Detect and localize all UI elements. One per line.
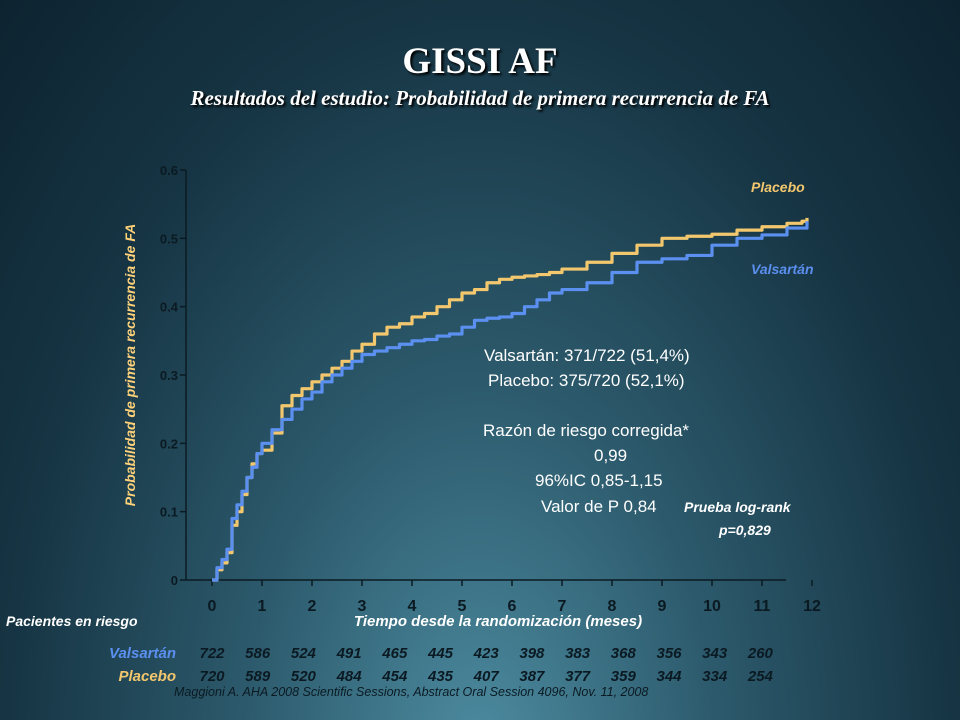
legend-valsartan: Valsartán (751, 261, 814, 277)
at-risk-cell: 254 (747, 668, 773, 685)
series-group (212, 217, 809, 582)
at-risk-cell: 343 (702, 645, 728, 662)
y-axis-label: Probabilidad de primera recurrencia de F… (122, 224, 138, 506)
y-tick-label: 0 (171, 573, 178, 588)
x-tick-label: 9 (658, 598, 667, 615)
at-risk-cell: 260 (747, 645, 773, 662)
annotation-p-value: Valor de P 0,84 (541, 497, 657, 516)
at-risk-cell: 423 (473, 645, 499, 662)
page-title: GISSI AF (402, 41, 558, 82)
x-tick-group: 0 1 2 3 4 5 6 7 8 9 10 11 12 (208, 580, 821, 615)
at-risk-cell: 383 (565, 645, 591, 662)
chart-axes (185, 170, 786, 581)
at-risk-cell: 344 (656, 668, 682, 685)
x-tick-label: 3 (358, 598, 367, 615)
x-tick-label: 12 (803, 598, 821, 615)
at-risk-cell: 720 (199, 668, 225, 685)
y-tick-label: 0.5 (160, 231, 178, 246)
annotation-placebo: Placebo: 375/720 (52,1%) (488, 371, 685, 390)
at-risk-row-label: Valsartán (109, 645, 176, 662)
x-tick-label: 1 (258, 598, 267, 615)
x-tick-label: 5 (458, 598, 467, 615)
at-risk-cell: 398 (519, 645, 545, 662)
x-tick-label: 2 (308, 598, 317, 615)
x-tick-label: 8 (608, 598, 617, 615)
y-tick-label: 0.6 (160, 163, 178, 178)
at-risk-cell: 524 (290, 645, 316, 662)
at-risk-cell: 407 (473, 668, 499, 685)
annotation-valsartan: Valsartán: 371/722 (51,4%) (484, 346, 690, 365)
at-risk-cell: 368 (610, 645, 636, 662)
page-subtitle: Resultados del estudio: Probabilidad de … (190, 86, 770, 110)
annotation-ci: 96%IC 0,85-1,15 (535, 471, 663, 490)
at-risk-cell: 484 (336, 668, 362, 685)
y-tick-group: 0 0.1 0.2 0.3 0.4 0.5 0.6 (160, 163, 186, 588)
at-risk-cell: 589 (245, 668, 271, 685)
at-risk-cell: 359 (610, 668, 636, 685)
at-risk-cell: 454 (382, 668, 408, 685)
y-tick-label: 0.1 (160, 505, 178, 520)
logrank-label: Prueba log-rank (684, 499, 791, 515)
y-tick-label: 0.3 (160, 368, 178, 383)
at-risk-cell: 491 (336, 645, 362, 662)
at-risk-cell: 334 (702, 668, 728, 685)
at-risk-cell: 435 (427, 668, 454, 685)
x-tick-label: 4 (408, 598, 417, 615)
y-tick-label: 0.2 (160, 436, 178, 451)
at-risk-cell: 586 (245, 645, 271, 662)
legend-placebo: Placebo (751, 179, 805, 195)
footnote: Maggioni A. AHA 2008 Scientific Sessions… (174, 685, 649, 699)
at-risk-cell: 445 (427, 645, 454, 662)
at-risk-cell: 722 (199, 645, 225, 662)
annotation-hazard-label: Razón de riesgo corregida* (483, 421, 690, 440)
x-tick-label: 11 (754, 598, 771, 615)
at-risk-title: Pacientes en riesgo (6, 613, 138, 629)
at-risk-row-label: Placebo (118, 668, 176, 685)
at-risk-cell: 377 (565, 668, 591, 685)
x-tick-label: 0 (208, 598, 217, 615)
at-risk-cell: 465 (382, 645, 408, 662)
x-tick-label: 7 (558, 598, 567, 615)
series-line-valsartan (212, 221, 809, 582)
logrank-p: p=0,829 (719, 522, 771, 538)
at-risk-cell: 520 (290, 668, 316, 685)
annotation-hazard-value: 0,99 (594, 446, 628, 465)
x-tick-label: 6 (508, 598, 517, 615)
at-risk-cell: 356 (656, 645, 682, 662)
x-tick-label: 10 (703, 598, 721, 615)
at-risk-cell: 387 (519, 668, 545, 685)
x-axis-label: Tiempo desde la randomización (meses) (354, 613, 642, 630)
y-tick-label: 0.4 (160, 300, 179, 315)
